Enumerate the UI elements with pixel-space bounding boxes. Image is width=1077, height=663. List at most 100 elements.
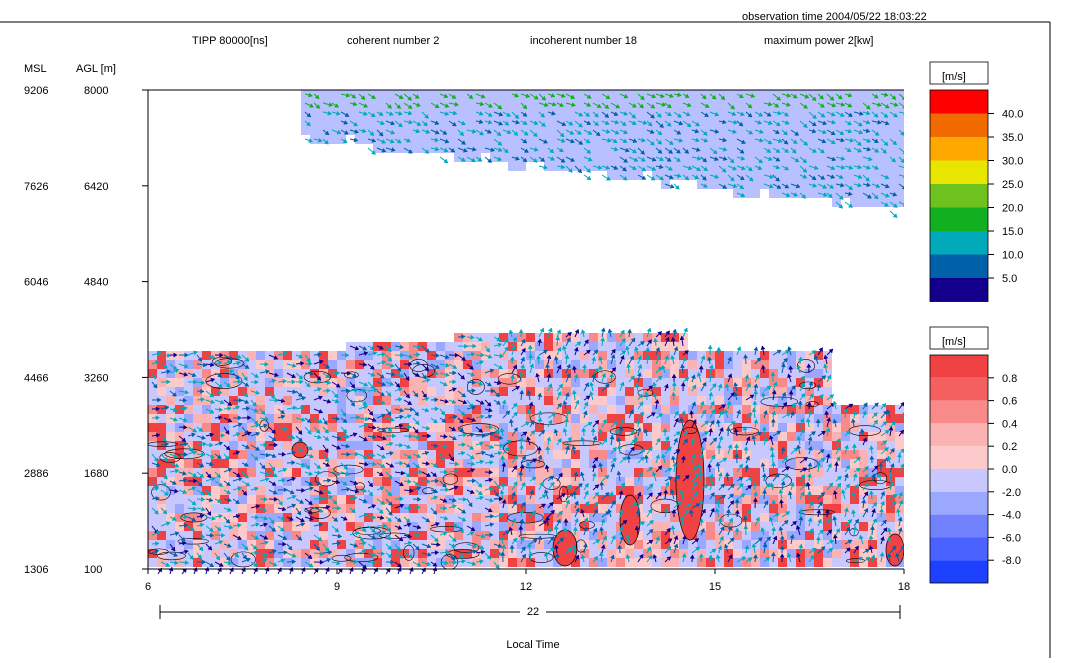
- shade-cell: [418, 441, 427, 450]
- shade-cell: [553, 369, 562, 378]
- shade-cell: [643, 378, 652, 387]
- shade-cell: [490, 90, 499, 99]
- shade-cell: [526, 99, 535, 108]
- shade-cell: [427, 90, 436, 99]
- tipp-label: TIPP 80000[ns]: [192, 35, 268, 47]
- wind-arrow: [440, 157, 448, 163]
- shade-cell: [769, 360, 778, 369]
- shade-cell: [832, 513, 841, 522]
- shade-cell: [148, 432, 157, 441]
- colorbar-level-label: 40.0: [1002, 109, 1023, 121]
- shade-cell: [607, 396, 616, 405]
- shade-cell: [283, 522, 292, 531]
- shade-cell: [805, 423, 814, 432]
- shade-cell: [553, 450, 562, 459]
- shade-cell: [364, 504, 373, 513]
- shade-cell: [418, 504, 427, 513]
- shade-cell: [742, 117, 751, 126]
- shade-cell: [247, 459, 256, 468]
- shade-cell: [499, 90, 508, 99]
- shade-cell: [751, 441, 760, 450]
- colorbar-level-label: 0.6: [1002, 396, 1017, 408]
- shade-cell: [625, 414, 634, 423]
- shade-cell: [796, 144, 805, 153]
- wind-arrow: [193, 568, 197, 574]
- shade-cell: [427, 387, 436, 396]
- shade-cell: [760, 90, 769, 99]
- shade-cell: [859, 540, 868, 549]
- shade-cell: [229, 423, 238, 432]
- shade-cell: [337, 495, 346, 504]
- shade-cell: [670, 396, 679, 405]
- shade-cell: [319, 351, 328, 360]
- shade-cell: [877, 153, 886, 162]
- shade-cell: [310, 126, 319, 135]
- shade-cell: [823, 558, 832, 567]
- shade-cell: [715, 99, 724, 108]
- shade-cell: [742, 531, 751, 540]
- shade-cell: [643, 144, 652, 153]
- shade-cell: [850, 459, 859, 468]
- colorbar-level-label: 25.0: [1002, 179, 1023, 191]
- shade-cell: [607, 423, 616, 432]
- shade-cell: [787, 495, 796, 504]
- shade-cell: [688, 351, 697, 360]
- shade-cell: [544, 450, 553, 459]
- observation-time: observation time 2004/05/22 18:03:22: [742, 11, 927, 23]
- shade-cell: [760, 513, 769, 522]
- colorbar-swatch: [930, 90, 988, 114]
- wind-arrow: [674, 184, 679, 189]
- shade-cell: [787, 558, 796, 567]
- shade-cell: [346, 414, 355, 423]
- shade-cell: [535, 468, 544, 477]
- shade-cell: [562, 468, 571, 477]
- shade-cell: [841, 171, 850, 180]
- shade-cell: [814, 369, 823, 378]
- shade-cell: [598, 153, 607, 162]
- y-tick-label-msl: 1306: [24, 564, 48, 576]
- shade-cell: [454, 378, 463, 387]
- shade-cell: [751, 459, 760, 468]
- colorbar-swatch: [930, 231, 988, 255]
- shade-cell: [751, 99, 760, 108]
- shade-cell: [724, 90, 733, 99]
- shade-cell: [283, 477, 292, 486]
- shade-cell: [553, 477, 562, 486]
- shade-cell: [598, 459, 607, 468]
- shade-cell: [625, 468, 634, 477]
- shade-cell: [427, 405, 436, 414]
- shade-cell: [814, 558, 823, 567]
- shade-cell: [742, 405, 751, 414]
- shade-cell: [850, 549, 859, 558]
- shade-cell: [202, 549, 211, 558]
- shade-cell: [625, 486, 634, 495]
- shade-cell: [616, 396, 625, 405]
- shade-cell: [877, 495, 886, 504]
- shade-cell: [184, 486, 193, 495]
- shade-cell: [544, 459, 553, 468]
- shade-cell: [769, 189, 778, 198]
- shade-cell: [724, 558, 733, 567]
- shade-cell: [895, 189, 904, 198]
- wind-arrow: [205, 567, 209, 574]
- shade-cell: [256, 396, 265, 405]
- shade-cell: [535, 549, 544, 558]
- shade-cell: [355, 423, 364, 432]
- shade-cell: [526, 333, 535, 342]
- shade-cell: [292, 468, 301, 477]
- shade-cell: [625, 396, 634, 405]
- shade-cell: [634, 108, 643, 117]
- shade-cell: [211, 459, 220, 468]
- shade-cell: [211, 432, 220, 441]
- colorbar-level-label: -6.0: [1002, 532, 1021, 544]
- shade-cell: [373, 360, 382, 369]
- shade-cell: [157, 540, 166, 549]
- shade-cell: [868, 540, 877, 549]
- shade-cell: [283, 459, 292, 468]
- shade-cell: [787, 423, 796, 432]
- shade-cell: [706, 513, 715, 522]
- shade-cell: [895, 135, 904, 144]
- shade-cell: [310, 360, 319, 369]
